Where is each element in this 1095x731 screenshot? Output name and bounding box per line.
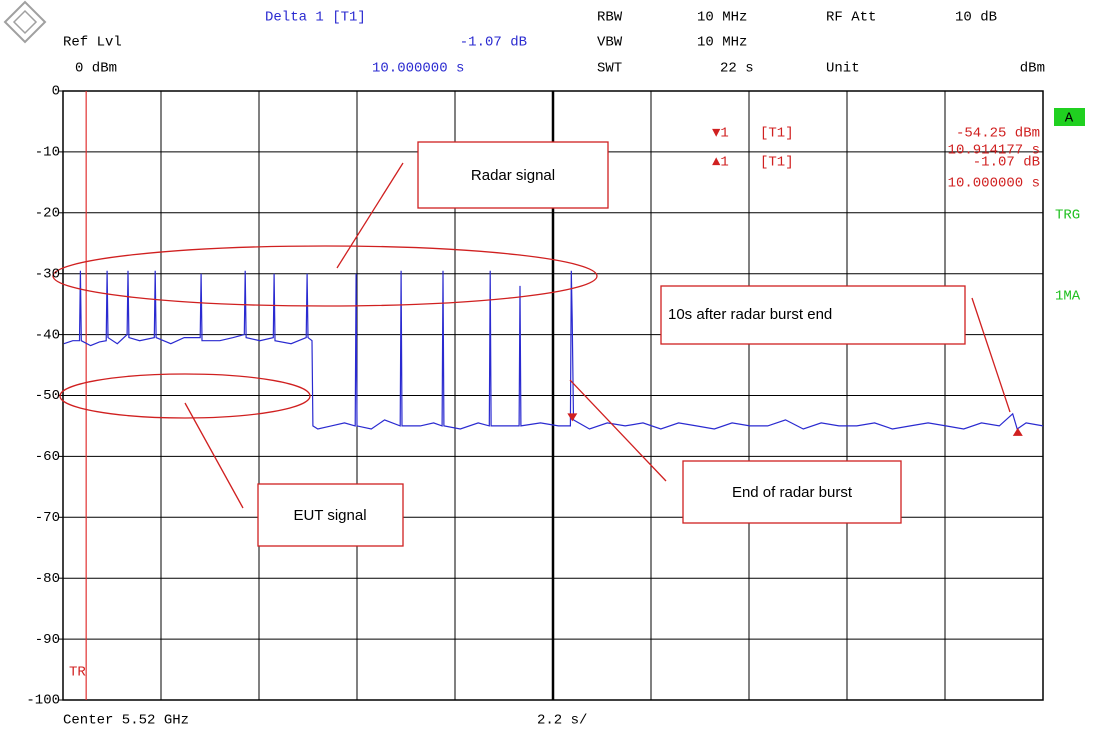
marker-symbol: ▲1 [712, 155, 729, 171]
marker-level: -1.07 dB [973, 155, 1040, 171]
annotation-text: 10s after radar burst end [668, 306, 832, 323]
vbw-label: VBW [597, 35, 623, 51]
span: 2.2 s/ [537, 713, 587, 729]
center-frequency: Center 5.52 GHz [63, 713, 189, 729]
marker-trace: [T1] [760, 126, 794, 142]
swt-label: SWT [597, 61, 622, 77]
y-tick-label: -40 [35, 327, 60, 343]
y-tick-label: -100 [26, 693, 60, 709]
y-tick-label: -30 [35, 266, 60, 282]
callout-line [336, 162, 404, 269]
vbw-value: 10 MHz [697, 35, 747, 51]
y-tick-label: -50 [35, 388, 60, 404]
y-tick-label: 0 [52, 84, 60, 100]
annotation-box [417, 141, 609, 209]
logo [3, 0, 47, 44]
eut-ellipse [59, 373, 311, 419]
rbw-label: RBW [597, 10, 623, 26]
delta-level: -1.07 dB [460, 35, 527, 51]
callout-line [971, 297, 1011, 413]
unit-value: dBm [1020, 61, 1045, 77]
marker [1012, 427, 1023, 436]
trace-box-label: A [1065, 111, 1074, 127]
annotation-text: EUT signal [293, 507, 366, 524]
callout-line [569, 379, 667, 482]
mode-indicator: 1MA [1055, 289, 1081, 305]
marker-trace: [T1] [760, 155, 794, 171]
rbw-value: 10 MHz [697, 10, 747, 26]
annotation-text: Radar signal [471, 167, 555, 184]
trigger-label: TR [69, 665, 86, 681]
marker-position: 10.914177 s [948, 143, 1040, 159]
y-tick-label: -60 [35, 449, 60, 465]
grid [59, 90, 1043, 701]
ref-value: 0 dBm [75, 61, 117, 77]
y-tick-label: -80 [35, 571, 60, 587]
annotation-text: End of radar burst [732, 484, 853, 501]
trigger-indicator: TRG [1055, 208, 1080, 224]
annotation-box [682, 460, 902, 524]
marker-position: 10.000000 s [948, 176, 1040, 192]
callout-line [184, 402, 244, 509]
y-tick-label: -10 [35, 145, 60, 161]
annotation-box [257, 483, 404, 547]
delta-time: 10.000000 s [372, 61, 464, 77]
unit-label: Unit [826, 61, 860, 77]
marker-level: -54.25 dBm [956, 126, 1040, 142]
y-tick-label: -90 [35, 632, 60, 648]
marker-symbol: ▼1 [712, 126, 729, 142]
y-tick-label: -20 [35, 206, 60, 222]
att-label: RF Att [826, 10, 876, 26]
delta-title: Delta 1 [T1] [265, 10, 366, 26]
marker [567, 413, 578, 422]
swt-value: 22 s [720, 61, 754, 77]
annotation-box [660, 285, 966, 345]
trace [63, 270, 1044, 430]
ref-label: Ref Lvl [63, 35, 122, 51]
plot [63, 91, 1044, 700]
att-value: 10 dB [955, 10, 997, 26]
y-tick-label: -70 [35, 510, 60, 526]
annotations [52, 141, 1011, 547]
radar-ellipse [52, 245, 598, 307]
trace-box [1054, 108, 1085, 126]
